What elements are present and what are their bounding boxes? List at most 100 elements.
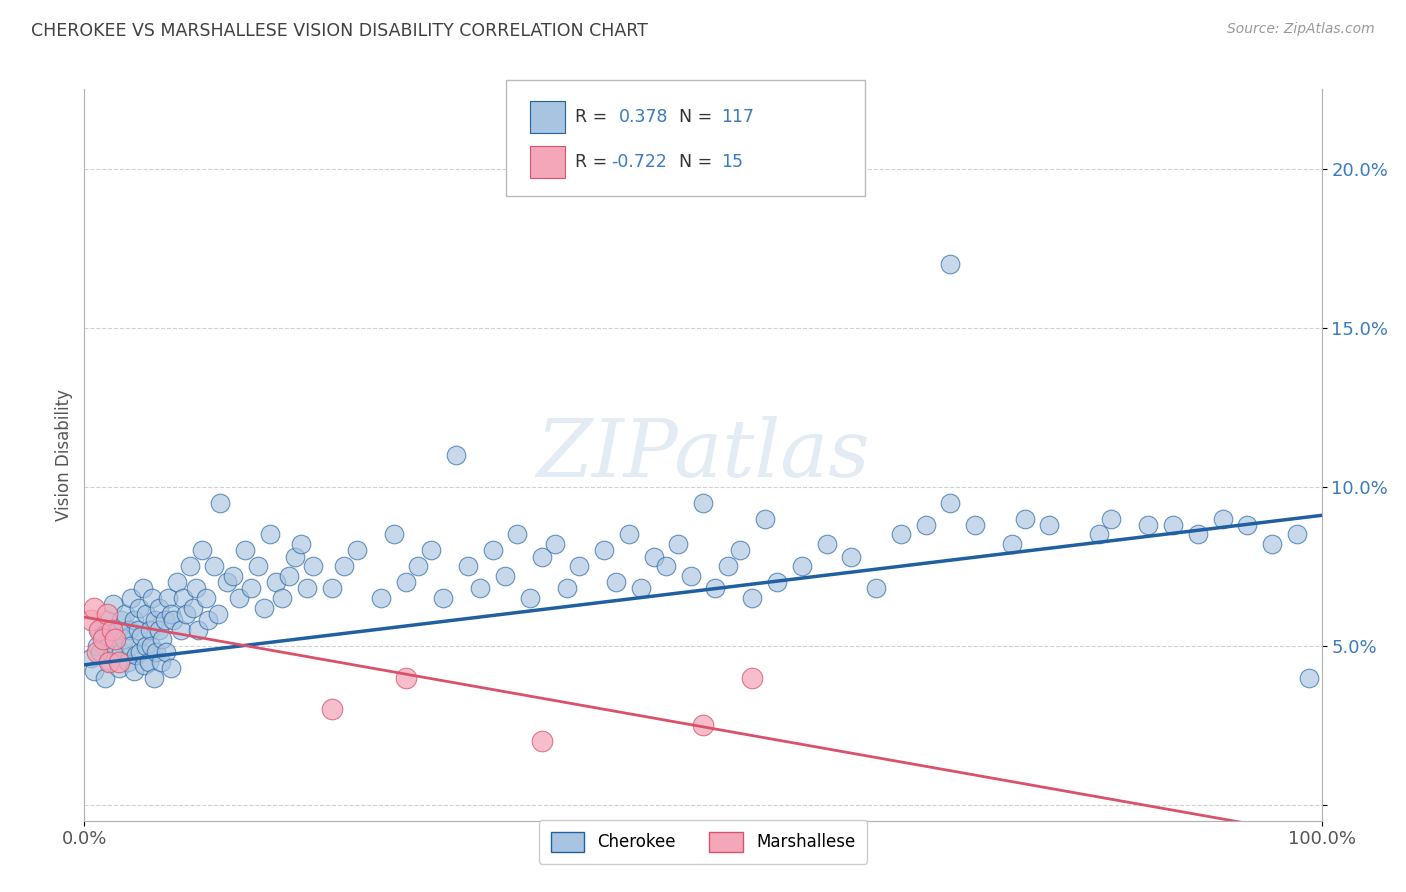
- Point: [162, 613, 184, 627]
- Point: [284, 549, 307, 564]
- Point: [290, 537, 312, 551]
- Point: [264, 575, 287, 590]
- Point: [101, 598, 124, 612]
- Point: [728, 543, 751, 558]
- Point: [717, 559, 740, 574]
- Point: [939, 495, 962, 509]
- Point: [98, 655, 121, 669]
- Point: [181, 600, 204, 615]
- Point: [253, 600, 276, 615]
- Point: [346, 543, 368, 558]
- Point: [108, 655, 131, 669]
- Point: [1137, 517, 1160, 532]
- Point: [395, 671, 418, 685]
- Point: [91, 632, 114, 647]
- Point: [160, 661, 183, 675]
- Point: [125, 648, 148, 663]
- Point: [222, 568, 245, 582]
- Point: [110, 645, 132, 659]
- Point: [741, 591, 763, 605]
- Point: [86, 639, 108, 653]
- Point: [790, 559, 813, 574]
- Point: [865, 582, 887, 596]
- Point: [153, 613, 176, 627]
- Legend: Cherokee, Marshallese: Cherokee, Marshallese: [538, 820, 868, 863]
- Point: [531, 734, 554, 748]
- Text: CHEROKEE VS MARSHALLESE VISION DISABILITY CORRELATION CHART: CHEROKEE VS MARSHALLESE VISION DISABILIT…: [31, 22, 648, 40]
- Point: [114, 607, 136, 621]
- Point: [148, 600, 170, 615]
- Point: [444, 448, 467, 462]
- Point: [766, 575, 789, 590]
- Point: [519, 591, 541, 605]
- Point: [135, 607, 157, 621]
- Point: [143, 613, 166, 627]
- Point: [395, 575, 418, 590]
- Point: [333, 559, 356, 574]
- Point: [108, 661, 131, 675]
- Point: [150, 655, 173, 669]
- Point: [179, 559, 201, 574]
- Point: [148, 623, 170, 637]
- Point: [172, 591, 194, 605]
- Point: [1187, 527, 1209, 541]
- Point: [98, 632, 121, 647]
- Point: [120, 591, 142, 605]
- Point: [96, 607, 118, 621]
- Point: [110, 613, 132, 627]
- Text: 15: 15: [721, 153, 744, 170]
- Point: [100, 648, 122, 663]
- Point: [506, 527, 529, 541]
- Point: [131, 582, 153, 596]
- Point: [321, 702, 343, 716]
- Point: [754, 511, 776, 525]
- Point: [86, 645, 108, 659]
- Point: [1088, 527, 1111, 541]
- Point: [593, 543, 616, 558]
- Point: [568, 559, 591, 574]
- Point: [543, 537, 565, 551]
- Point: [277, 568, 299, 582]
- Text: N =: N =: [668, 108, 717, 126]
- Point: [215, 575, 238, 590]
- Point: [107, 623, 129, 637]
- Point: [141, 591, 163, 605]
- Point: [233, 543, 256, 558]
- Point: [419, 543, 441, 558]
- Point: [122, 664, 145, 678]
- Point: [128, 600, 150, 615]
- Point: [1161, 517, 1184, 532]
- Point: [679, 568, 702, 582]
- Point: [555, 582, 578, 596]
- Point: [132, 657, 155, 672]
- Point: [120, 639, 142, 653]
- Text: R =: R =: [575, 108, 613, 126]
- Point: [174, 607, 197, 621]
- Point: [89, 623, 111, 637]
- Point: [321, 582, 343, 596]
- Point: [135, 639, 157, 653]
- Text: N =: N =: [668, 153, 717, 170]
- Point: [531, 549, 554, 564]
- Point: [1001, 537, 1024, 551]
- Point: [655, 559, 678, 574]
- Point: [481, 543, 503, 558]
- Point: [630, 582, 652, 596]
- Point: [617, 527, 640, 541]
- Point: [160, 607, 183, 621]
- Point: [470, 582, 492, 596]
- Point: [96, 613, 118, 627]
- Point: [815, 537, 838, 551]
- Point: [141, 639, 163, 653]
- Point: [246, 559, 269, 574]
- Point: [187, 623, 209, 637]
- Point: [191, 543, 214, 558]
- Point: [98, 655, 121, 669]
- Point: [94, 671, 117, 685]
- Point: [890, 527, 912, 541]
- Point: [184, 582, 207, 596]
- Point: [408, 559, 430, 574]
- Point: [122, 613, 145, 627]
- Point: [1212, 511, 1234, 525]
- Point: [118, 623, 141, 637]
